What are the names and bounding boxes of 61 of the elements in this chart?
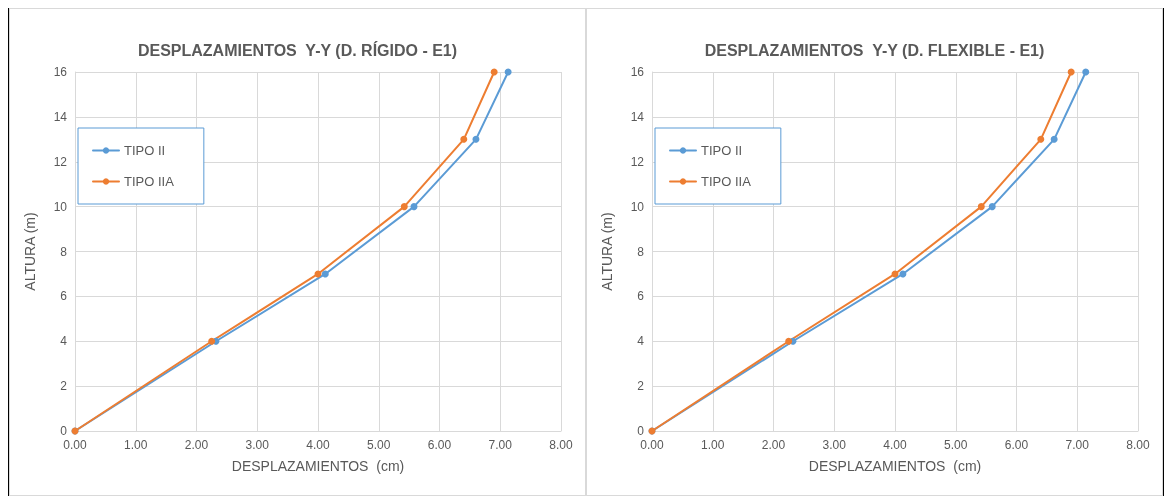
- x-axis-title: DESPLAZAMIENTOS (cm): [808, 458, 982, 474]
- y-tick-label: 4: [60, 334, 68, 349]
- x-tick-label: 4.00: [883, 438, 907, 452]
- y-tick-label: 2: [637, 379, 645, 394]
- y-axis-title: ALTURA (m): [599, 212, 615, 291]
- x-tick-label: 7.00: [1065, 438, 1090, 452]
- y-tick-label: 8: [637, 244, 645, 259]
- y-tick-label: 10: [53, 199, 68, 214]
- x-tick-label: 7.00: [488, 438, 513, 452]
- point: [410, 203, 418, 211]
- point: [400, 203, 408, 211]
- point: [1067, 68, 1075, 76]
- point: [988, 203, 996, 211]
- x-tick-label: 8.00: [1126, 438, 1150, 452]
- y-tick-label: 8: [60, 244, 68, 259]
- point: [321, 270, 329, 278]
- y-tick-label: 14: [53, 109, 68, 124]
- point: [899, 270, 907, 278]
- chart-title: DESPLAZAMIENTOS Y-Y (D. FLEXIBLE - E1): [704, 41, 1045, 59]
- legend-label: TIPO II: [701, 143, 743, 158]
- y-tick-label: 14: [630, 109, 645, 124]
- x-tick-label: 4.00: [306, 438, 330, 452]
- y-tick-label: 2: [60, 379, 68, 394]
- y-axis-title: ALTURA (m): [22, 212, 38, 291]
- x-tick-label: 5.00: [367, 438, 391, 452]
- point: [460, 135, 468, 143]
- y-tick-label: 12: [53, 154, 68, 169]
- x-tick-label: 0.00: [63, 438, 87, 452]
- x-tick-label: 6.00: [427, 438, 452, 452]
- y-tick-label: 16: [630, 65, 645, 79]
- x-axis-title: DESPLAZAMIENTOS (cm): [231, 458, 405, 474]
- x-tick-label: 2.00: [184, 438, 209, 452]
- chart-title: DESPLAZAMIENTOS Y-Y (D. RÍGIDO - E1): [137, 40, 458, 59]
- x-tick-label: 1.00: [701, 438, 725, 452]
- point: [490, 68, 498, 76]
- x-tick-label: 0.00: [640, 438, 664, 452]
- y-tick-label: 16: [53, 65, 68, 79]
- x-tick-label: 1.00: [124, 438, 148, 452]
- point: [1082, 68, 1090, 76]
- point: [785, 337, 793, 345]
- point: [208, 337, 216, 345]
- point: [1050, 135, 1058, 143]
- x-tick-label: 3.00: [822, 438, 847, 452]
- y-tick-label: 4: [637, 334, 645, 349]
- x-tick-label: 8.00: [549, 438, 573, 452]
- x-tick-label: 5.00: [944, 438, 968, 452]
- x-tick-label: 3.00: [245, 438, 270, 452]
- y-tick-label: 12: [630, 154, 645, 169]
- point: [1037, 135, 1045, 143]
- legend-label: TIPO IIA: [124, 174, 175, 189]
- legend-label: TIPO II: [124, 143, 166, 158]
- y-tick-label: 0: [60, 424, 68, 438]
- point: [472, 135, 480, 143]
- legend-label: TIPO IIA: [701, 174, 752, 189]
- x-tick-label: 2.00: [761, 438, 786, 452]
- y-tick-label: 0: [637, 424, 645, 438]
- x-tick-label: 6.00: [1004, 438, 1029, 452]
- y-tick-label: 10: [630, 199, 645, 214]
- point: [977, 203, 985, 211]
- y-tick-label: 6: [60, 289, 68, 304]
- y-tick-label: 6: [637, 289, 645, 304]
